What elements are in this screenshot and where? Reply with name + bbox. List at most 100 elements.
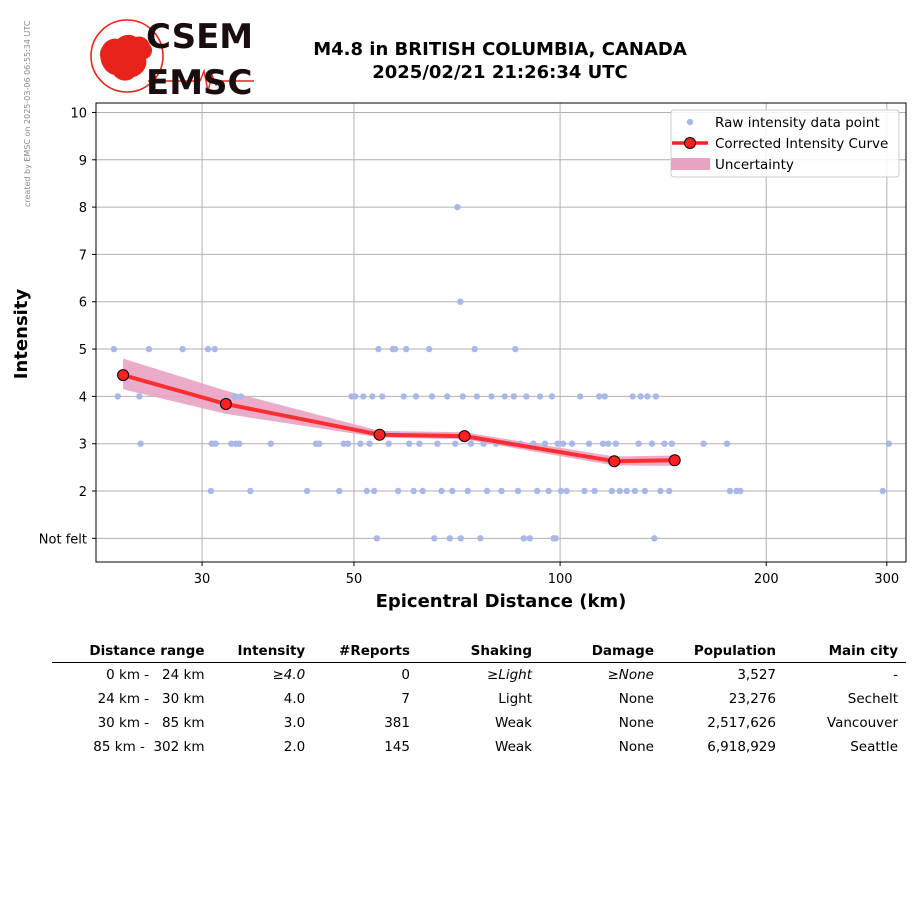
raw-intensity-point <box>236 440 243 447</box>
raw-intensity-point <box>247 487 254 495</box>
raw-intensity-point <box>523 393 530 400</box>
cell-shaking: Weak <box>495 715 532 731</box>
raw-intensity-point <box>336 487 343 495</box>
raw-intensity-point <box>228 440 235 447</box>
raw-intensity-point <box>385 440 392 447</box>
raw-intensity-point <box>514 487 522 495</box>
table-row: 85 km - 302 km 2.0 145 Weak None 6,918,9… <box>52 735 906 759</box>
raw-intensity-point <box>303 487 311 495</box>
raw-intensity-point <box>473 393 481 400</box>
cell-distance: 85 km - 302 km <box>93 739 205 755</box>
y-tick-label: 7 <box>79 248 87 263</box>
cell-distance: 30 km - 85 km <box>97 715 205 731</box>
raw-intensity-point <box>400 393 407 400</box>
cell-distance: 0 km - 24 km <box>106 667 205 683</box>
raw-intensity-point <box>114 393 122 400</box>
raw-intensity-point <box>419 487 426 495</box>
raw-intensity-point <box>581 487 588 495</box>
legend-uncertainty-label: Uncertainty <box>715 157 794 173</box>
raw-intensity-point <box>637 393 644 400</box>
raw-intensity-point <box>552 535 559 542</box>
table-row: 0 km - 24 km ≥4.0 0 ≥Light ≥None 3,527 - <box>52 663 906 688</box>
uncertainty-band <box>123 358 675 466</box>
y-tick-label: 2 <box>79 485 87 500</box>
uncertainty-band-layer <box>123 358 675 466</box>
raw-intensity-point <box>136 393 143 400</box>
raw-intensity-point <box>467 440 475 447</box>
header-reports: #Reports <box>313 640 418 663</box>
raw-intensity-point <box>501 393 508 400</box>
raw-intensity-point <box>541 440 549 447</box>
raw-intensity-point <box>652 393 660 400</box>
raw-intensity-point <box>231 393 239 400</box>
cell-shaking: ≥Light <box>486 667 532 683</box>
raw-intensity-point <box>212 440 219 447</box>
raw-intensity-point <box>644 393 651 400</box>
raw-intensity-point <box>648 440 656 447</box>
y-tick-label: 5 <box>79 343 87 358</box>
raw-intensity-point <box>726 487 734 495</box>
raw-intensity-point <box>700 440 707 447</box>
raw-intensity-point <box>449 487 456 495</box>
raw-intensity-point <box>545 487 552 495</box>
raw-points-layer <box>110 203 892 542</box>
cell-shaking: Light <box>498 691 532 707</box>
raw-intensity-point <box>375 345 382 353</box>
x-axis-ticks: 30 50 100 200 300 <box>194 562 899 587</box>
raw-intensity-point <box>316 440 323 447</box>
raw-intensity-point <box>534 487 541 495</box>
raw-intensity-point <box>137 440 144 447</box>
raw-intensity-point <box>885 440 892 447</box>
cell-reports: 145 <box>384 739 410 755</box>
raw-intensity-point <box>406 440 413 447</box>
raw-intensity-point <box>510 393 518 400</box>
raw-intensity-point <box>488 393 495 400</box>
raw-intensity-point <box>211 345 218 353</box>
cell-intensity: 4.0 <box>283 691 306 707</box>
raw-intensity-point <box>723 440 731 447</box>
raw-intensity-point <box>369 393 376 400</box>
raw-intensity-point <box>357 440 364 447</box>
raw-intensity-point <box>179 345 186 353</box>
raw-intensity-point <box>483 487 491 495</box>
raw-intensity-point <box>454 203 461 211</box>
raw-intensity-point <box>457 535 464 542</box>
raw-intensity-point <box>568 440 576 447</box>
raw-intensity-point <box>498 487 505 495</box>
intensity-curve-line <box>122 373 675 464</box>
raw-intensity-point <box>267 440 274 447</box>
raw-intensity-point <box>559 440 567 447</box>
plot-frame <box>95 102 907 563</box>
raw-intensity-point <box>344 440 352 447</box>
map-landmass-icon <box>100 34 153 81</box>
raw-intensity-point <box>668 440 675 447</box>
grid <box>96 103 906 562</box>
y-tick-label: 8 <box>79 201 87 216</box>
raw-intensity-point <box>599 440 607 447</box>
raw-intensity-point <box>629 393 636 400</box>
raw-intensity-point <box>110 345 118 353</box>
raw-intensity-point <box>737 487 744 495</box>
raw-intensity-point <box>363 487 370 495</box>
cell-damage: None <box>618 691 654 707</box>
raw-intensity-point <box>657 487 664 495</box>
cell-population: 2,517,626 <box>707 715 776 731</box>
legend-raw-label: Raw intensity data point <box>715 115 880 131</box>
header-distance-range: Distance range <box>52 640 213 663</box>
title-event: M4.8 in BRITISH COLUMBIA, CANADA <box>313 39 687 60</box>
raw-intensity-point <box>595 393 603 400</box>
raw-intensity-point <box>666 487 673 495</box>
raw-intensity-point <box>557 487 565 495</box>
raw-intensity-point <box>605 440 612 447</box>
raw-intensity-point <box>661 440 668 447</box>
curve-marker <box>668 454 681 467</box>
raw-intensity-point <box>471 345 478 353</box>
raw-intensity-point <box>459 393 466 400</box>
raw-intensity-point <box>651 535 658 542</box>
legend-curve-label: Corrected Intensity Curve <box>715 136 888 152</box>
raw-intensity-point <box>145 345 153 353</box>
cell-city: Sechelt <box>847 691 898 707</box>
header-population: Population <box>662 640 784 663</box>
intensity-distance-chart: 30 50 100 200 300 Not felt 2 3 4 5 6 7 8 9 10 Epicent… <box>11 102 907 612</box>
x-tick-label: 30 <box>194 572 211 587</box>
